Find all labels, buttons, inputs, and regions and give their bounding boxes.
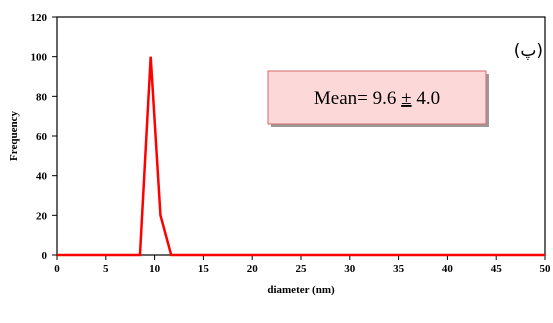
x-tick-label: 0 bbox=[54, 263, 60, 275]
x-tick-label: 45 bbox=[491, 263, 503, 275]
x-tick-label: 35 bbox=[393, 263, 405, 275]
x-tick-label: 5 bbox=[103, 263, 109, 275]
x-tick-label: 30 bbox=[344, 263, 356, 275]
y-tick-label: 20 bbox=[36, 210, 48, 222]
x-tick-label: 20 bbox=[247, 263, 259, 275]
y-tick-label: 0 bbox=[42, 250, 48, 262]
y-tick-label: 120 bbox=[31, 12, 48, 24]
x-axis-title: diameter (nm) bbox=[267, 284, 335, 296]
panel-label: (پ) bbox=[514, 41, 543, 61]
x-tick-label: 15 bbox=[198, 263, 210, 275]
y-tick-label: 60 bbox=[36, 131, 48, 143]
x-tick-label: 50 bbox=[540, 263, 552, 275]
x-tick-label: 10 bbox=[149, 263, 161, 275]
mean-annotation: Mean= 9.6 ± 4.0 bbox=[314, 88, 440, 109]
y-tick-label: 80 bbox=[36, 91, 48, 103]
series-layer bbox=[57, 56, 545, 257]
mean-suffix: 4.0 bbox=[412, 88, 441, 109]
x-tick-label: 40 bbox=[442, 263, 454, 275]
x-axis: 0 5 10 15 20 25 30 35 40 45 50 bbox=[54, 255, 551, 275]
mean-annotation-box bbox=[267, 70, 487, 125]
y-tick-label: 100 bbox=[31, 52, 48, 64]
y-axis-title: Frequency bbox=[8, 111, 20, 161]
x-tick-label: 25 bbox=[296, 263, 308, 275]
plot-area bbox=[56, 16, 546, 256]
plus-minus-symbol: ± bbox=[401, 88, 411, 109]
y-axis: 0 20 40 60 80 100 120 bbox=[31, 12, 57, 262]
series-line bbox=[57, 56, 545, 257]
y-tick-label: 40 bbox=[36, 171, 48, 183]
mean-prefix: Mean= 9.6 bbox=[314, 88, 401, 109]
